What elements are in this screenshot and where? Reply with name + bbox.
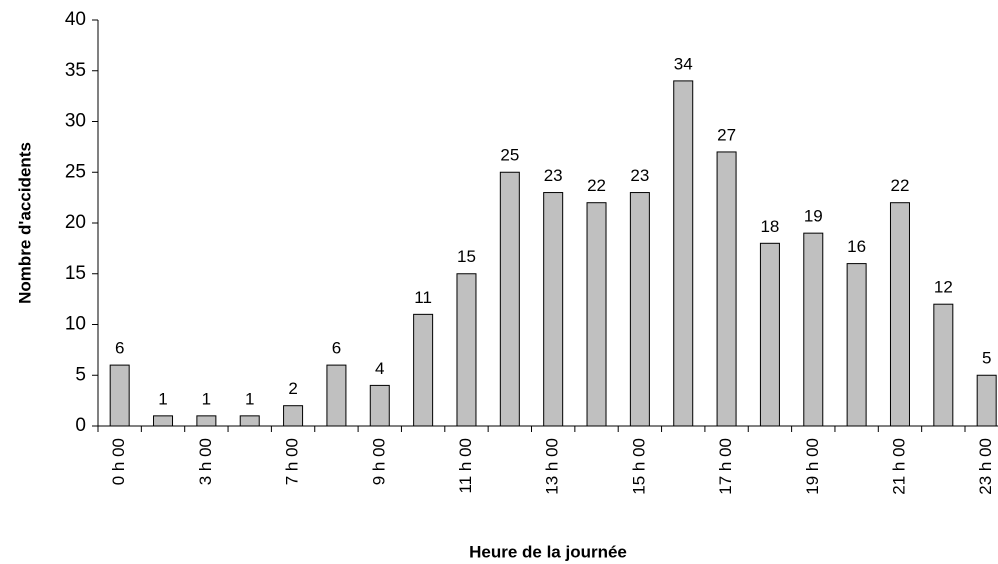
value-label: 1 <box>245 389 254 408</box>
bar <box>239 415 260 427</box>
value-label: 22 <box>587 176 606 195</box>
x-tick-label: 3 h 00 <box>196 438 215 485</box>
x-tick-label: 0 h 00 <box>109 438 128 485</box>
bar <box>716 151 737 427</box>
bar <box>413 313 434 427</box>
value-label: 5 <box>982 349 991 368</box>
x-tick-label: 11 h 00 <box>456 438 475 493</box>
x-axis-title: Heure de la journée <box>469 542 627 561</box>
bar <box>109 364 130 427</box>
value-label: 18 <box>760 217 779 236</box>
bar <box>586 202 607 427</box>
bar <box>456 273 477 427</box>
bar <box>976 374 997 427</box>
value-label: 1 <box>202 389 211 408</box>
value-label: 4 <box>375 359 384 378</box>
value-label: 6 <box>332 339 341 358</box>
value-label: 34 <box>674 54 693 73</box>
value-label: 23 <box>630 166 649 185</box>
y-tick-label: 0 <box>75 415 86 436</box>
bar <box>543 192 564 427</box>
x-tick-label: 7 h 00 <box>283 438 302 485</box>
value-label: 1 <box>158 389 167 408</box>
bar <box>369 384 390 427</box>
bar <box>846 263 867 427</box>
value-label: 19 <box>804 207 823 226</box>
value-label: 2 <box>288 379 297 398</box>
bar <box>803 232 824 427</box>
x-tick-label: 15 h 00 <box>629 438 648 495</box>
y-tick-label: 40 <box>65 9 86 30</box>
bar <box>499 171 520 427</box>
value-label: 25 <box>500 146 519 165</box>
value-label: 23 <box>544 166 563 185</box>
bar <box>629 192 650 427</box>
x-tick-label: 19 h 00 <box>803 438 822 495</box>
x-tick-label: 13 h 00 <box>543 438 562 495</box>
y-tick-label: 30 <box>65 111 86 132</box>
bar <box>153 415 174 427</box>
value-label: 16 <box>847 237 866 256</box>
y-axis-title: Nombre d'accidents <box>15 142 34 304</box>
x-tick-label: 17 h 00 <box>716 438 735 495</box>
bar <box>933 303 954 427</box>
x-tick-label: 9 h 00 <box>369 438 388 485</box>
bar <box>889 202 910 427</box>
value-label: 15 <box>457 247 476 266</box>
y-tick-label: 35 <box>65 60 86 81</box>
bar <box>326 364 347 427</box>
value-label: 27 <box>717 125 736 144</box>
y-tick-label: 20 <box>65 212 86 233</box>
y-tick-label: 25 <box>65 161 86 182</box>
value-label: 11 <box>414 288 432 307</box>
value-label: 6 <box>115 339 124 358</box>
value-label: 22 <box>891 176 910 195</box>
x-tick-label: 23 h 00 <box>976 438 995 495</box>
bar <box>673 80 694 427</box>
y-tick-label: 15 <box>65 263 86 284</box>
x-tick-label: 21 h 00 <box>889 438 908 495</box>
y-tick-label: 10 <box>65 314 86 335</box>
value-label: 12 <box>934 278 953 297</box>
bar <box>759 242 780 427</box>
bar <box>283 405 304 427</box>
bar <box>196 415 217 427</box>
y-tick-label: 5 <box>75 364 86 385</box>
